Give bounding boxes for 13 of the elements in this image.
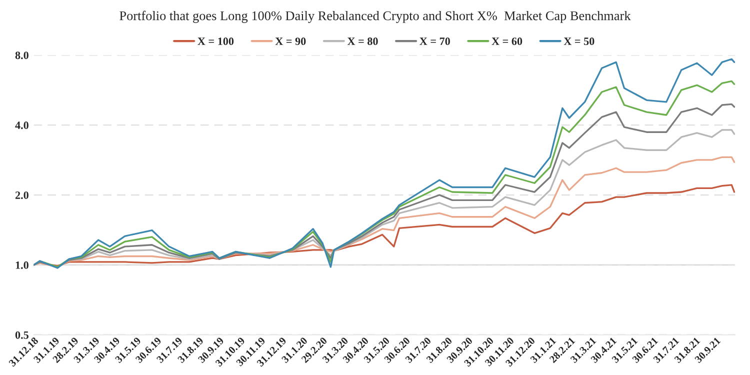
y-tick-label: 8.0 [15,52,28,60]
legend-label: X = 60 [492,38,522,46]
y-tick-label: 1.0 [16,261,28,269]
legend-label: X = 80 [347,38,378,46]
legend-label: X = 100 [198,38,234,46]
y-tick-label: 0.5 [15,331,28,339]
y-tick-label: 4.0 [15,122,28,130]
legend-label: X = 50 [564,38,594,46]
y-tick-label: 2.0 [15,191,28,200]
legend-label: X = 70 [420,38,450,46]
line-series [34,156,735,268]
chart-title: Portfolio that goes Long 100% Daily Rebalanced Crypto and Short X% Market Cap Benchmark [120,10,631,23]
legend-label: X = 90 [275,38,306,46]
